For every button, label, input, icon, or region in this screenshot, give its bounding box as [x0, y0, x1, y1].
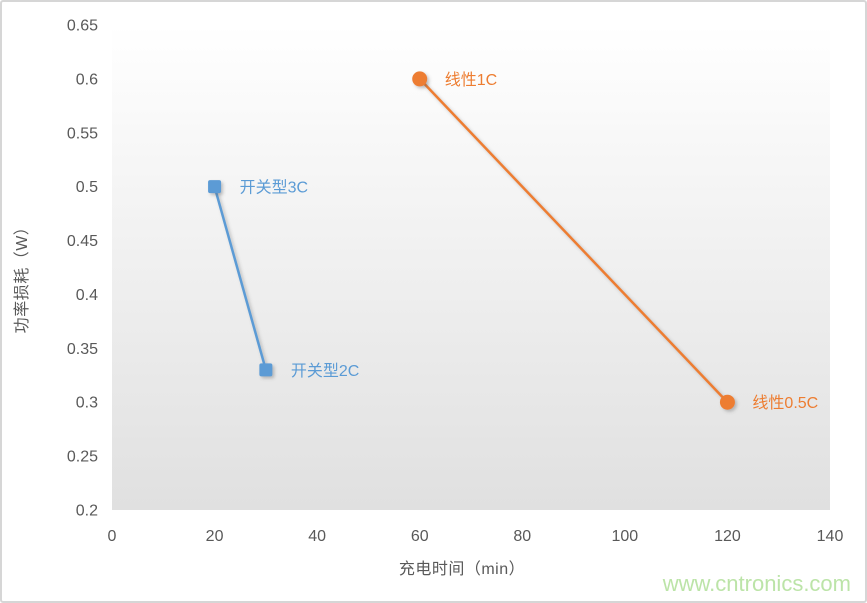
data-point-marker-circle: [412, 71, 428, 87]
data-point-marker-circle: [719, 394, 735, 410]
y-tick-label: 0.6: [76, 71, 98, 88]
y-tick-label: 0.25: [67, 449, 98, 466]
data-point-label: 开关型2C: [291, 362, 359, 380]
x-tick-label: 120: [714, 528, 741, 545]
y-tick-label: 0.4: [76, 287, 98, 304]
series-line: [418, 78, 729, 404]
x-tick-label: 40: [308, 528, 326, 545]
y-tick-label: 0.35: [67, 341, 98, 358]
x-tick-label: 80: [513, 528, 531, 545]
data-point-label: 开关型3C: [240, 179, 308, 197]
x-tick-label: 140: [817, 528, 844, 545]
x-tick-label: 60: [411, 528, 429, 545]
x-tick-label: 0: [108, 528, 117, 545]
y-axis-title: 功率损耗（W）: [14, 218, 31, 334]
data-point-label: 线性1C: [445, 71, 497, 89]
data-point-label: 线性0.5C: [752, 394, 818, 412]
y-tick-label: 0.55: [67, 125, 98, 142]
series-line: [213, 186, 268, 371]
y-tick-label: 0.65: [67, 18, 98, 35]
y-tick-label: 0.45: [67, 233, 98, 250]
watermark: www.cntronics.com: [662, 571, 851, 596]
x-tick-label: 20: [206, 528, 224, 545]
x-axis-title: 充电时间（min）: [398, 561, 526, 578]
x-tick-label: 100: [612, 528, 639, 545]
y-tick-label: 0.3: [76, 395, 98, 412]
plot-area: [112, 25, 830, 510]
data-point-marker-square: [208, 180, 222, 194]
data-point-marker-square: [259, 363, 273, 377]
y-tick-label: 0.5: [76, 179, 98, 196]
y-tick-label: 0.2: [76, 503, 98, 520]
